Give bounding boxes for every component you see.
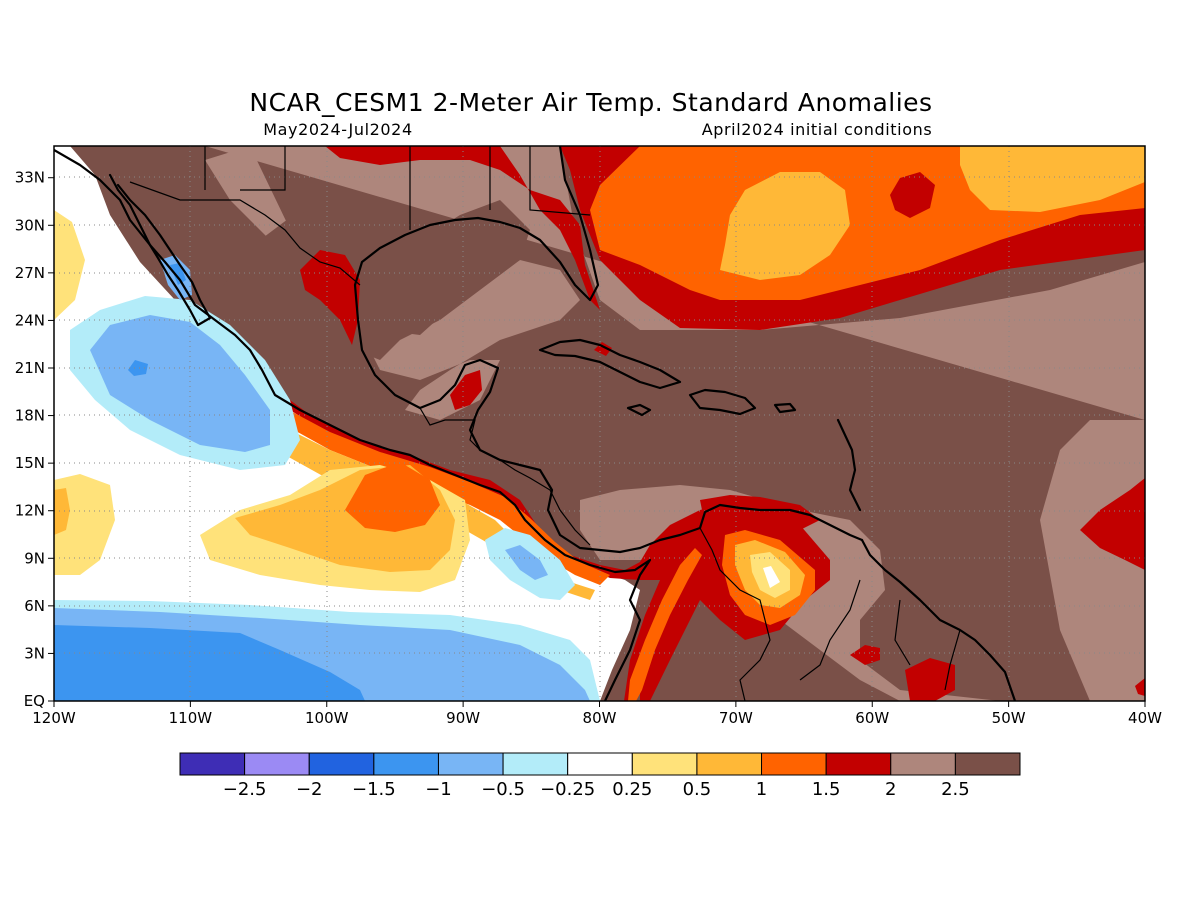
west-yellow-2 bbox=[54, 210, 85, 320]
border-colombia-venezuela bbox=[699, 527, 771, 701]
lat-tick-label: 33N bbox=[15, 169, 45, 187]
east-red-corner bbox=[1135, 678, 1145, 696]
gulf-california-blue-dark bbox=[170, 263, 186, 285]
coastline-caribbean bbox=[518, 463, 864, 554]
colorbar-swatch bbox=[696, 752, 763, 776]
colorbar-swatch bbox=[761, 752, 827, 776]
lat-tick-label: 24N bbox=[15, 311, 45, 329]
lon-tick-label: 80W bbox=[583, 709, 617, 727]
lon-tick-label: 40W bbox=[1128, 709, 1162, 727]
axis-labels: 120W 110W 100W 90W 80W 70W 60W 50W 40W EQ 3N 6N 9N 12… bbox=[15, 169, 1162, 727]
border-guianas bbox=[799, 579, 961, 691]
anomaly-field bbox=[54, 146, 1145, 701]
venezuela-white-core bbox=[763, 566, 780, 588]
colorbar-swatch bbox=[179, 752, 246, 776]
pacific-lightblue-region bbox=[90, 315, 270, 452]
guiana-red-1 bbox=[850, 645, 880, 665]
lat-tick-label: 6N bbox=[24, 597, 45, 615]
lon-tick-label: 70W bbox=[719, 709, 753, 727]
lat-tick-label: 3N bbox=[24, 644, 45, 662]
gulf-red-patch bbox=[300, 250, 360, 345]
colorbar-label: −1 bbox=[425, 779, 452, 800]
colorbar-swatch bbox=[825, 752, 892, 776]
pacific-blue-spot bbox=[128, 360, 148, 376]
lat-tick-label: 21N bbox=[15, 359, 45, 377]
east-red-patch bbox=[1080, 478, 1145, 570]
colorbar-label: −0.25 bbox=[540, 779, 595, 800]
yucatan-red-patch bbox=[450, 370, 482, 410]
colorbar-label: −1.5 bbox=[352, 779, 396, 800]
forecast-period: May2024-Jul2024 bbox=[263, 120, 412, 139]
border-central-america bbox=[479, 449, 591, 546]
colorbar-swatch bbox=[631, 752, 698, 776]
colorbar-swatch bbox=[567, 752, 633, 776]
lon-tick-label: 110W bbox=[169, 709, 213, 727]
lesser-antilles bbox=[836, 418, 862, 512]
west-yellow-1 bbox=[54, 474, 115, 575]
coastline-gulf-mexico bbox=[353, 146, 600, 467]
venezuela-red-coast bbox=[700, 495, 820, 530]
graticule bbox=[54, 146, 1145, 701]
coastline-pacific bbox=[54, 148, 652, 701]
map-title: NCAR_CESM1 2-Meter Air Temp. Standard An… bbox=[249, 88, 932, 117]
lon-tick-label: 50W bbox=[992, 709, 1026, 727]
lon-tick-label: 60W bbox=[855, 709, 889, 727]
border-mexico-guatemala bbox=[419, 407, 481, 451]
colorbar-label: −2.5 bbox=[223, 779, 267, 800]
panama-lightblue bbox=[505, 545, 548, 580]
pacific-orange-patch bbox=[345, 462, 440, 532]
puerto-rico-outline bbox=[773, 402, 797, 414]
lon-tick-label: 120W bbox=[32, 709, 76, 727]
border-us-states bbox=[204, 146, 591, 230]
colorbar-label: 2.5 bbox=[941, 779, 970, 800]
colorbar-swatch bbox=[244, 752, 310, 776]
colombia-orange bbox=[628, 548, 702, 701]
coastline-baja bbox=[108, 173, 212, 327]
colorbar-label: 0.5 bbox=[683, 779, 712, 800]
lat-tick-label: EQ bbox=[24, 692, 45, 710]
jamaica-outline bbox=[626, 403, 652, 417]
colorbar-label: 1.5 bbox=[812, 779, 841, 800]
cam-coast-orange bbox=[225, 345, 610, 585]
colorbar-label: 2 bbox=[885, 779, 896, 800]
west-orange-1 bbox=[54, 488, 70, 535]
coastlines bbox=[54, 146, 1017, 701]
cuba-outline bbox=[538, 338, 682, 390]
land-lightbrown-b bbox=[205, 146, 580, 420]
atlantic-red-spot bbox=[890, 172, 935, 218]
initial-conditions: April2024 initial conditions bbox=[702, 120, 933, 139]
lat-tick-label: 18N bbox=[15, 407, 45, 425]
colorbar-swatch bbox=[890, 752, 956, 776]
lat-tick-label: 12N bbox=[15, 502, 45, 520]
colorbar-swatch bbox=[502, 752, 569, 776]
colorbar-swatch bbox=[437, 752, 504, 776]
colorbar-label: 1 bbox=[756, 779, 767, 800]
lon-tick-label: 90W bbox=[446, 709, 480, 727]
guiana-red-2 bbox=[905, 658, 955, 701]
eq-blue-band bbox=[54, 625, 365, 701]
atlantic-yellow-ne bbox=[960, 146, 1145, 212]
lat-tick-label: 27N bbox=[15, 264, 45, 282]
colorbar-label: −0.5 bbox=[481, 779, 525, 800]
border-us-mexico bbox=[129, 181, 361, 286]
coastline-south-america bbox=[860, 538, 1017, 701]
lat-tick-label: 15N bbox=[15, 454, 45, 472]
colorbar-label: 0.25 bbox=[612, 779, 652, 800]
atlantic-yellow-region bbox=[720, 172, 850, 280]
colorbar-swatch bbox=[308, 752, 375, 776]
hispaniola-outline bbox=[688, 388, 757, 416]
lat-tick-label: 9N bbox=[24, 549, 45, 567]
land-brown-inland bbox=[220, 200, 530, 360]
colorbar-label: −2 bbox=[296, 779, 323, 800]
colorbar-swatch bbox=[373, 752, 439, 776]
colorbar-swatch bbox=[954, 752, 1021, 776]
colorbar: −2.5 −2 −1.5 −1 −0.5 −0.25 0.25 0.5 1 1.5 2 2.5 bbox=[179, 752, 1021, 800]
lon-tick-label: 100W bbox=[305, 709, 349, 727]
lat-tick-label: 30N bbox=[15, 216, 45, 234]
